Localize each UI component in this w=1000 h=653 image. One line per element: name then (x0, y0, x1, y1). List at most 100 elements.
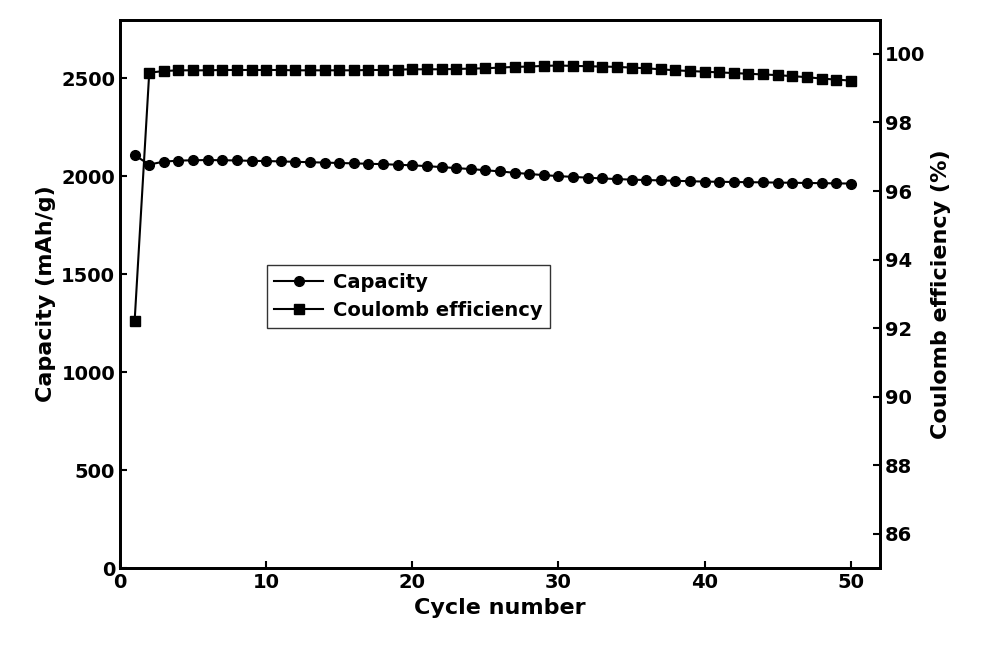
Capacity (830, 180, 842, 187)
Capacity (669, 177, 681, 185)
Capacity (479, 167, 491, 174)
Capacity (728, 178, 740, 186)
Coulomb efficiency (845, 76, 857, 84)
Capacity (246, 157, 258, 165)
Capacity (699, 178, 711, 185)
Coulomb efficiency (436, 65, 448, 73)
Coulomb efficiency (523, 63, 535, 71)
Capacity (801, 179, 813, 187)
Y-axis label: Capacity (mAh/g): Capacity (mAh/g) (36, 185, 56, 402)
Capacity (362, 160, 374, 168)
Coulomb efficiency (392, 66, 404, 74)
Coulomb efficiency (304, 67, 316, 74)
Capacity (552, 172, 564, 180)
Legend: Capacity, Coulomb efficiency: Capacity, Coulomb efficiency (267, 264, 550, 328)
Coulomb efficiency (465, 65, 477, 72)
Capacity (231, 157, 243, 165)
Coulomb efficiency (509, 63, 521, 71)
Capacity (567, 173, 579, 181)
Coulomb efficiency (640, 65, 652, 72)
Capacity (757, 178, 769, 186)
Coulomb efficiency (596, 63, 608, 71)
Capacity (684, 178, 696, 185)
Capacity (216, 156, 228, 164)
Coulomb efficiency (216, 66, 228, 74)
Capacity (304, 158, 316, 166)
Coulomb efficiency (684, 67, 696, 75)
Capacity (319, 159, 331, 167)
Coulomb efficiency (246, 66, 258, 74)
Coulomb efficiency (816, 74, 828, 82)
Coulomb efficiency (669, 67, 681, 74)
Coulomb efficiency (494, 64, 506, 72)
Coulomb efficiency (129, 317, 141, 325)
Coulomb efficiency (406, 65, 418, 73)
Coulomb efficiency (348, 67, 360, 74)
Capacity (392, 161, 404, 168)
Capacity (538, 171, 550, 179)
Coulomb efficiency (772, 71, 784, 79)
Coulomb efficiency (742, 70, 754, 78)
Coulomb efficiency (450, 65, 462, 73)
Line: Capacity: Capacity (130, 150, 856, 189)
Capacity (816, 180, 828, 187)
Coulomb efficiency (713, 69, 725, 76)
Coulomb efficiency (552, 61, 564, 69)
Coulomb efficiency (801, 73, 813, 81)
Coulomb efficiency (699, 68, 711, 76)
Capacity (713, 178, 725, 185)
Capacity (333, 159, 345, 167)
Coulomb efficiency (319, 67, 331, 74)
X-axis label: Cycle number: Cycle number (414, 597, 586, 618)
Coulomb efficiency (289, 67, 301, 74)
Coulomb efficiency (158, 67, 170, 75)
Coulomb efficiency (275, 66, 287, 74)
Coulomb efficiency (377, 66, 389, 74)
Capacity (640, 176, 652, 184)
Line: Coulomb efficiency: Coulomb efficiency (130, 61, 856, 326)
Capacity (143, 161, 155, 168)
Coulomb efficiency (333, 67, 345, 74)
Capacity (845, 180, 857, 187)
Coulomb efficiency (479, 65, 491, 72)
Capacity (523, 170, 535, 178)
Capacity (436, 163, 448, 171)
Capacity (494, 167, 506, 175)
Coulomb efficiency (582, 62, 594, 70)
Capacity (289, 158, 301, 166)
Capacity (655, 176, 667, 184)
Y-axis label: Coulomb efficiency (%): Coulomb efficiency (%) (931, 149, 951, 439)
Coulomb efficiency (231, 66, 243, 74)
Coulomb efficiency (830, 76, 842, 84)
Capacity (611, 175, 623, 183)
Capacity (596, 174, 608, 182)
Coulomb efficiency (143, 69, 155, 76)
Coulomb efficiency (538, 62, 550, 70)
Capacity (465, 165, 477, 173)
Capacity (377, 160, 389, 168)
Capacity (348, 159, 360, 167)
Capacity (772, 179, 784, 187)
Capacity (260, 157, 272, 165)
Coulomb efficiency (172, 67, 184, 74)
Coulomb efficiency (728, 69, 740, 77)
Coulomb efficiency (187, 67, 199, 74)
Coulomb efficiency (567, 62, 579, 70)
Capacity (421, 162, 433, 170)
Capacity (406, 161, 418, 169)
Coulomb efficiency (786, 72, 798, 80)
Capacity (742, 178, 754, 186)
Coulomb efficiency (757, 71, 769, 78)
Capacity (275, 157, 287, 165)
Capacity (509, 169, 521, 177)
Capacity (129, 151, 141, 159)
Coulomb efficiency (421, 65, 433, 73)
Coulomb efficiency (260, 66, 272, 74)
Capacity (450, 164, 462, 172)
Capacity (172, 157, 184, 165)
Coulomb efficiency (362, 66, 374, 74)
Coulomb efficiency (626, 64, 638, 72)
Capacity (626, 176, 638, 183)
Capacity (158, 157, 170, 165)
Capacity (187, 156, 199, 164)
